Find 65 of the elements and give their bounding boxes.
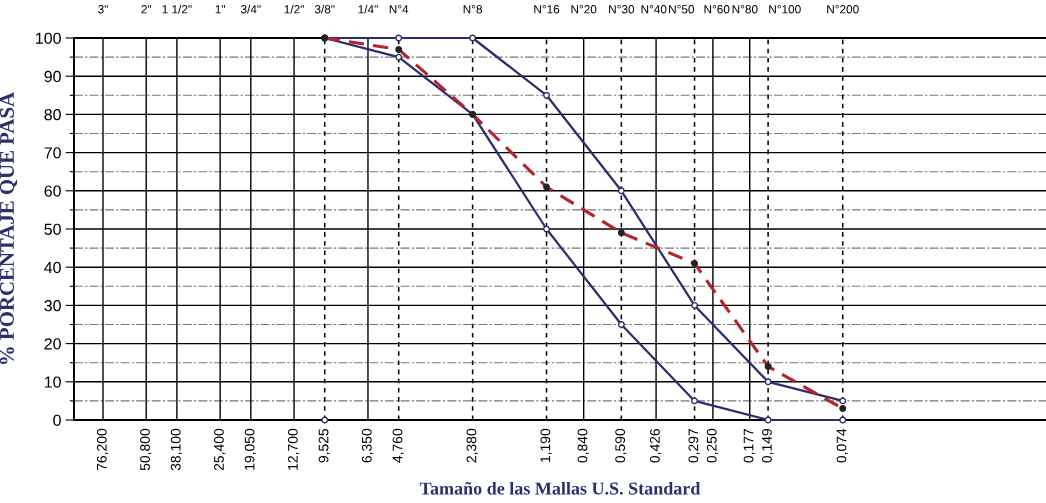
x-axis-title: Tamaño de las Mallas U.S. Standard xyxy=(419,481,701,495)
x-tick-label: 0,590 xyxy=(615,428,627,463)
point xyxy=(617,187,625,195)
x-tick-label: 9,525 xyxy=(318,428,331,463)
text: 3" xyxy=(98,5,108,14)
text: 1/4" xyxy=(358,4,378,14)
x-tick-label: 6,350 xyxy=(361,428,374,463)
y-tick-label: 80 xyxy=(44,109,61,121)
x-tick-label: 0,074 xyxy=(836,428,849,463)
text: N°20 xyxy=(571,5,597,14)
x-tick-label: 19,050 xyxy=(244,428,257,470)
text: N°16 xyxy=(534,5,560,14)
x-tick-label: 25,400 xyxy=(214,428,226,471)
point xyxy=(321,416,329,424)
text: N°50 xyxy=(669,5,695,14)
y-tick-label: 20 xyxy=(44,338,61,350)
point xyxy=(764,416,772,424)
text: N°8 xyxy=(463,5,483,14)
text: N°40 xyxy=(641,5,667,14)
text: 3/4" xyxy=(240,4,261,14)
text: N°80 xyxy=(732,5,758,14)
y-axis-title: % PORCENTAJE QUE PASA xyxy=(0,92,18,364)
point xyxy=(839,416,847,424)
y-tick-label: 60 xyxy=(44,185,61,197)
y-tick-label: 10 xyxy=(44,376,61,388)
point xyxy=(395,53,403,61)
y-tick-label: 30 xyxy=(44,300,61,312)
x-tick-label: 0,250 xyxy=(706,428,719,463)
x-tick-label: 0,426 xyxy=(649,428,662,463)
x-tick-label: 0,149 xyxy=(761,428,774,463)
text: 1 1/2" xyxy=(162,4,192,14)
y-tick-label: 0 xyxy=(53,414,61,426)
x-tick-label: 4,760 xyxy=(392,428,405,463)
y-tick-label: 100 xyxy=(36,32,61,44)
point xyxy=(691,301,699,309)
text: N°4 xyxy=(389,5,409,14)
x-tick-label: 2,380 xyxy=(466,428,478,463)
point xyxy=(395,34,403,42)
point xyxy=(543,225,551,233)
y-tick-label: 90 xyxy=(44,70,61,83)
point xyxy=(839,397,847,405)
x-tick-label: 1,190 xyxy=(540,428,552,463)
x-tick-label: 0,840 xyxy=(577,428,590,463)
text: N°60 xyxy=(704,5,730,14)
point xyxy=(469,34,477,42)
text: 1/2" xyxy=(284,4,304,14)
y-tick-label: 70 xyxy=(44,147,61,159)
y-tick-label: 50 xyxy=(44,223,61,235)
text: 3/8" xyxy=(314,4,335,14)
x-tick-label: 76,200 xyxy=(96,428,109,471)
text: N°30 xyxy=(609,5,635,14)
text: N°200 xyxy=(827,5,859,14)
y-tick-label: 40 xyxy=(44,261,61,274)
point xyxy=(543,91,551,99)
x-tick-label: 0,177 xyxy=(743,429,756,463)
text: N°100 xyxy=(769,5,801,14)
x-tick-label: 38,100 xyxy=(170,428,183,471)
text: 2" xyxy=(141,5,152,14)
point xyxy=(617,321,625,328)
x-tick-label: 0,297 xyxy=(688,429,700,463)
x-tick-label: 50,800 xyxy=(140,428,152,471)
point xyxy=(764,378,772,386)
text: 1" xyxy=(215,5,226,14)
point xyxy=(691,397,699,405)
x-tick-label: 12,700 xyxy=(287,428,300,470)
